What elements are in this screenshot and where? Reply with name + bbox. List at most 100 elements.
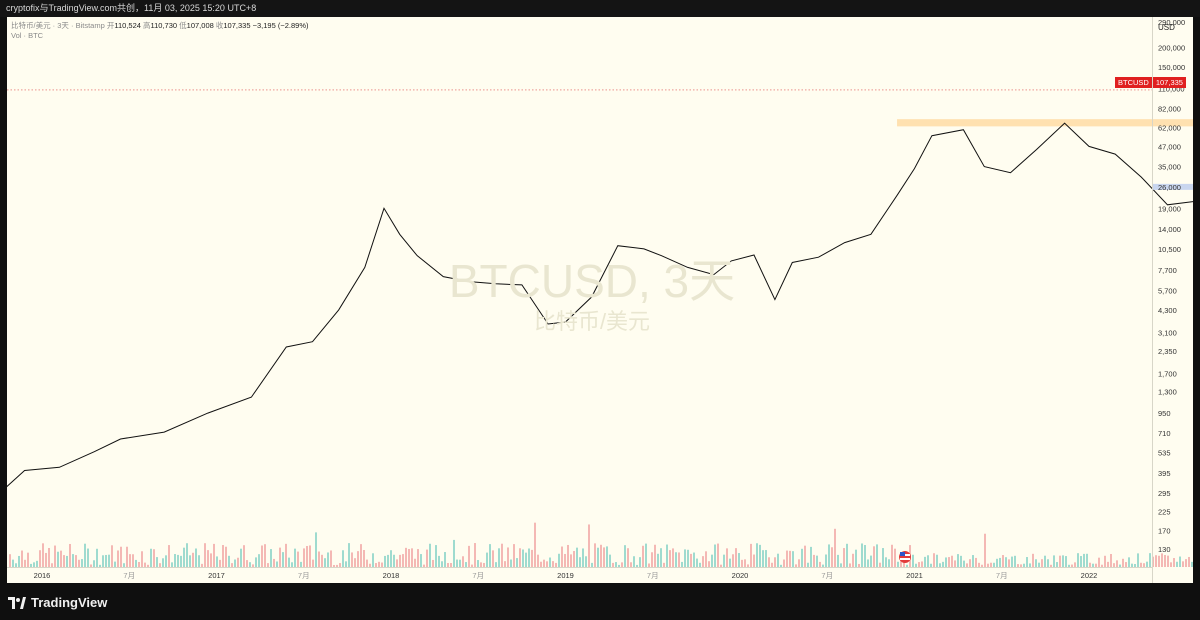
volume-bar	[285, 543, 287, 567]
volume-bar	[636, 564, 638, 567]
volume-bar	[582, 548, 584, 567]
symbol-name[interactable]: 比特币/美元 · 3天 · Bitstamp	[11, 21, 105, 30]
volume-bar	[1020, 564, 1022, 567]
volume-bar	[336, 564, 338, 567]
volume-bar	[891, 544, 893, 567]
x-tick-label: 2017	[208, 571, 225, 580]
currency-label[interactable]: USD	[1158, 23, 1175, 32]
volume-bar	[1149, 553, 1151, 567]
chart-pane[interactable]: 290,000 200,000 150,000 110,000 82,000 62,000…	[7, 17, 1193, 583]
volume-bar	[660, 548, 662, 567]
volume-bar	[528, 548, 530, 567]
y-tick-label: 295	[1158, 489, 1171, 498]
y-tick-label: 110,000	[1158, 84, 1185, 93]
volume-bar	[12, 559, 14, 567]
volume-bar	[42, 543, 44, 567]
volume-bar	[717, 543, 719, 567]
open-value: 110,524	[114, 21, 141, 30]
volume-bar	[294, 548, 296, 567]
volume-bar	[1110, 554, 1112, 567]
volume-bar	[795, 564, 797, 567]
volume-bar	[72, 554, 74, 567]
price-chart-svg[interactable]: 290,000 200,000 150,000 110,000 82,000 62,000…	[7, 17, 1193, 583]
volume-bar	[165, 555, 167, 567]
y-tick-label: 395	[1158, 469, 1171, 478]
volume-bar	[228, 555, 230, 567]
volume-bar	[975, 557, 977, 567]
volume-bar	[378, 561, 380, 567]
volume-bar	[159, 563, 161, 567]
volume-bar	[696, 558, 698, 567]
price-axis[interactable]	[1152, 17, 1193, 583]
volume-bar	[243, 545, 245, 567]
volume-bar	[807, 562, 809, 567]
volume-bar	[516, 558, 518, 567]
volume-bar	[645, 543, 647, 567]
volume-bar	[57, 551, 59, 567]
flag-icon[interactable]	[899, 551, 911, 563]
volume-bar	[594, 543, 596, 567]
volume-bar	[576, 547, 578, 567]
volume-bar	[852, 553, 854, 567]
volume-bar	[693, 552, 695, 567]
volume-bar	[894, 548, 896, 567]
volume-bar	[558, 553, 560, 567]
volume-bar	[597, 547, 599, 567]
volume-bar	[1140, 562, 1142, 567]
change-value: −3,195 (−2.89%)	[252, 21, 309, 30]
volume-bar	[1119, 564, 1121, 567]
volume-bar	[141, 551, 143, 567]
volume-bar	[1035, 559, 1037, 567]
high-value: 110,730	[150, 21, 178, 30]
volume-bar	[567, 544, 569, 567]
volume-bar	[981, 564, 983, 567]
volume-bar	[195, 548, 197, 567]
volume-bar	[1182, 561, 1184, 567]
volume-bar	[162, 558, 164, 567]
volume-bar	[381, 562, 383, 567]
volume-bar	[120, 546, 122, 567]
volume-bar	[684, 549, 686, 567]
volume-bar	[513, 544, 515, 567]
footer-bar: TradingView	[0, 583, 1200, 620]
volume-bar	[579, 557, 581, 567]
volume-bar	[840, 563, 842, 567]
volume-bar	[267, 563, 269, 567]
time-axis[interactable]	[7, 567, 1152, 583]
volume-bar	[1128, 557, 1130, 567]
volume-bar	[1041, 559, 1043, 567]
volume-bar	[819, 561, 821, 567]
volume-bar	[366, 559, 368, 567]
volume-bar	[123, 563, 125, 567]
tradingview-logo[interactable]: TradingView	[8, 595, 107, 610]
volume-bar	[423, 564, 425, 567]
volume-bar	[291, 562, 293, 567]
volume-bar	[264, 544, 266, 567]
x-axis-ticks: 2016 7月 2017 7月 2018 7月 2019 7月 2020 7月 2021 7月 2022	[34, 571, 1098, 580]
volume-bar	[129, 554, 131, 567]
volume-bar	[153, 549, 155, 567]
volume-bar	[213, 543, 215, 567]
y-tick-label: 26,000	[1158, 183, 1181, 192]
volume-legend[interactable]: Vol · BTC	[11, 31, 44, 40]
volume-bar	[18, 555, 20, 567]
volume-bar	[690, 553, 692, 567]
volume-bar	[1086, 553, 1088, 567]
volume-bar	[543, 559, 545, 567]
volume-bar	[876, 544, 878, 567]
volume-bar	[45, 552, 47, 567]
volume-bar	[1017, 564, 1019, 567]
volume-bar	[756, 543, 758, 567]
volume-bar	[615, 562, 617, 567]
volume-bar	[1104, 555, 1106, 567]
volume-bar	[1143, 563, 1145, 567]
volume-bar	[489, 544, 491, 567]
volume-bar	[306, 545, 308, 567]
volume-bar	[1047, 559, 1049, 567]
close-label: 收	[215, 21, 224, 30]
volume-bar	[564, 553, 566, 567]
volume-bar	[102, 555, 104, 567]
y-tick-label: 10,500	[1158, 245, 1181, 254]
volume-bar	[150, 548, 152, 567]
volume-bar	[990, 562, 992, 567]
